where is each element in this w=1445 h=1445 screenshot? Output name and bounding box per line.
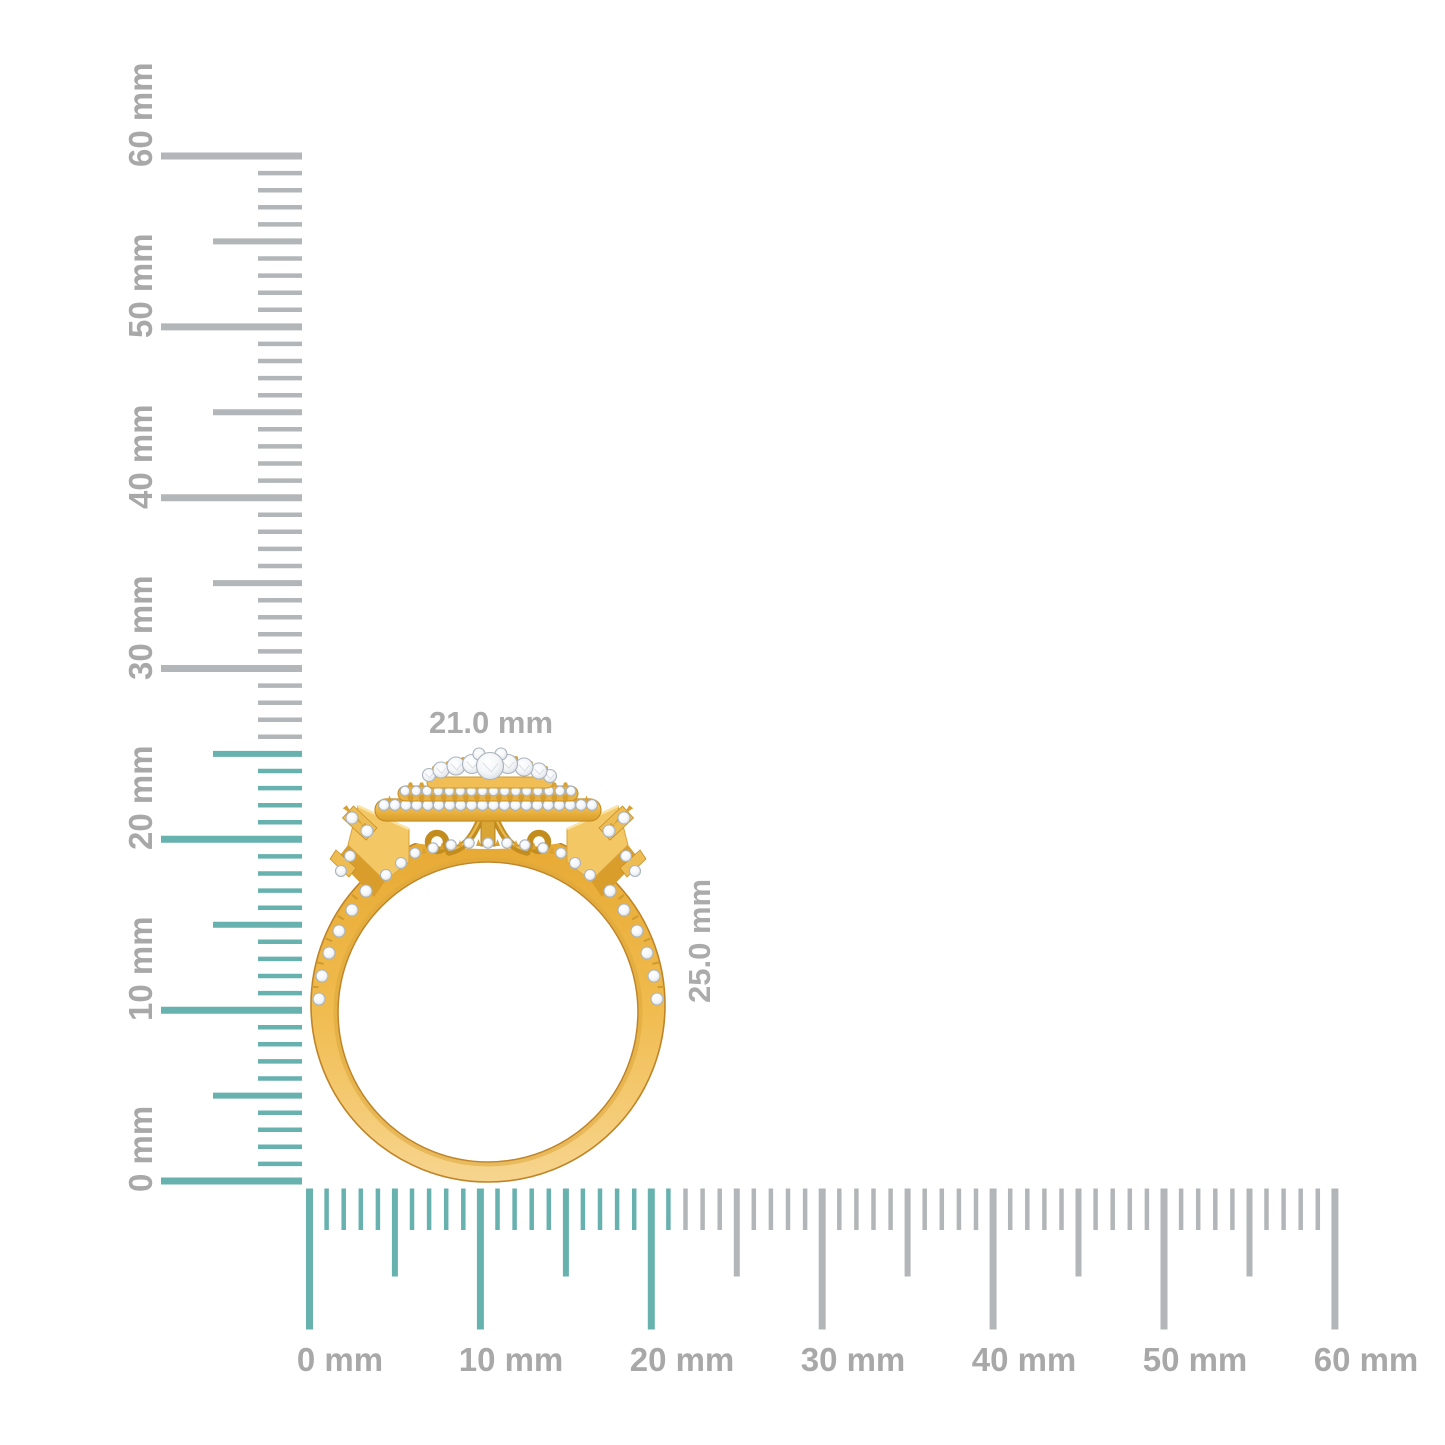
svg-text:30 mm: 30 mm [801, 1341, 906, 1378]
svg-text:20 mm: 20 mm [630, 1341, 735, 1378]
svg-text:50 mm: 50 mm [1143, 1341, 1248, 1378]
svg-text:0 mm: 0 mm [297, 1341, 383, 1378]
svg-text:10 mm: 10 mm [122, 916, 159, 1021]
svg-text:40 mm: 40 mm [972, 1341, 1077, 1378]
svg-text:10 mm: 10 mm [459, 1341, 564, 1378]
svg-text:60 mm: 60 mm [122, 62, 159, 167]
svg-text:30 mm: 30 mm [122, 575, 159, 680]
svg-text:0 mm: 0 mm [122, 1106, 159, 1192]
svg-text:21.0 mm: 21.0 mm [429, 705, 553, 740]
svg-text:20 mm: 20 mm [122, 745, 159, 850]
svg-text:40 mm: 40 mm [122, 404, 159, 509]
svg-text:25.0 mm: 25.0 mm [682, 879, 717, 1003]
svg-text:60 mm: 60 mm [1314, 1341, 1419, 1378]
svg-text:50 mm: 50 mm [122, 233, 159, 338]
